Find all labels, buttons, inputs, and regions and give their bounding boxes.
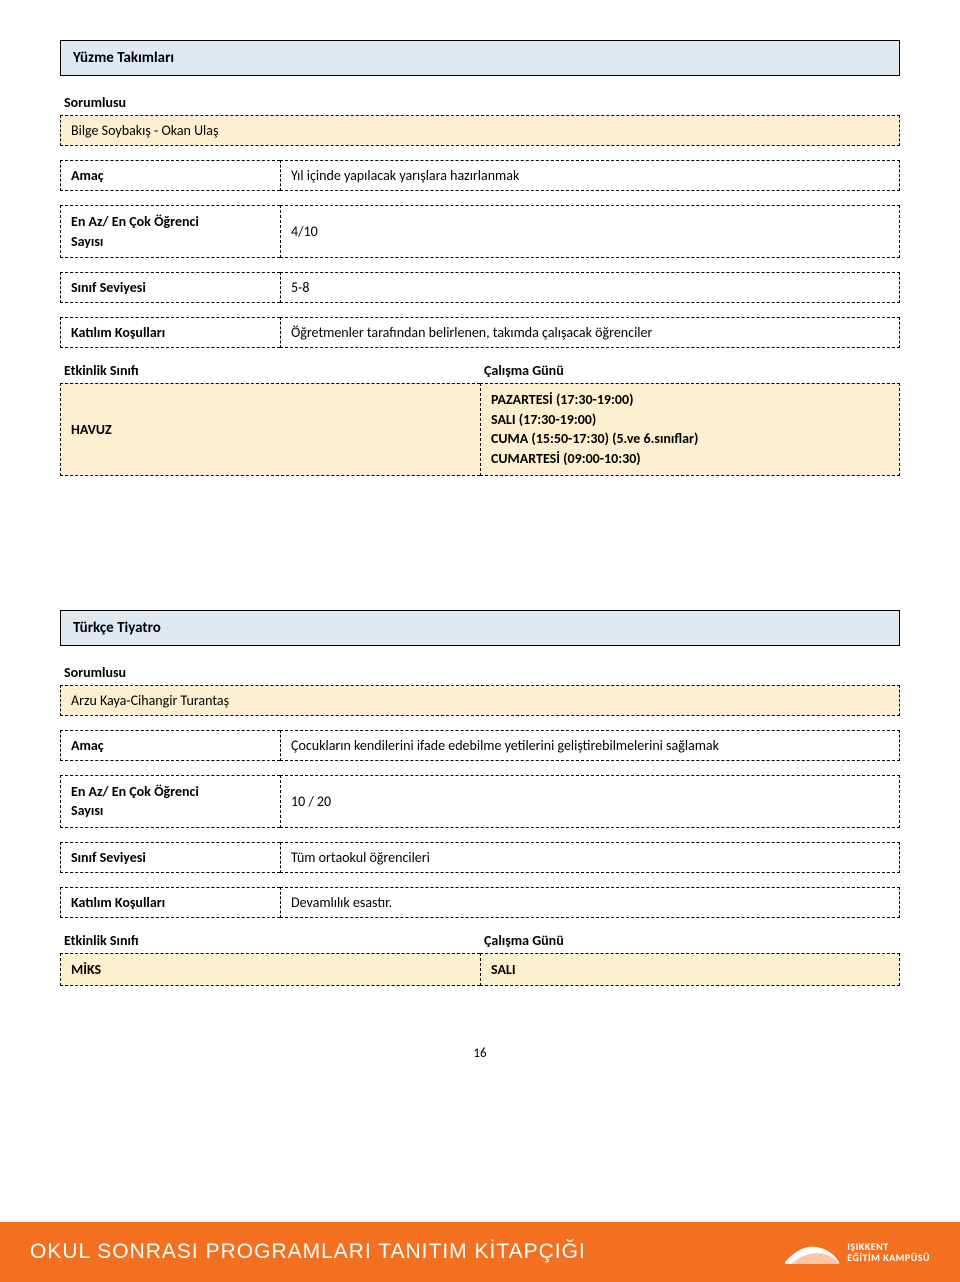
class-header-row: Etkinlik Sınıfı Çalışma Günü [60, 362, 900, 379]
page-content: Yüzme Takımları Sorumlusu Bilge Soybakış… [0, 0, 960, 1061]
count-label2-line1: En Az/ En Çok Öğrenci [71, 782, 270, 802]
section1-title: Yüzme Takımları [60, 40, 900, 76]
class-row-2: MİKS SALI [60, 953, 900, 987]
cond-label: Katılım Koşulları [60, 317, 280, 348]
logo-text: IŞIKKENT EĞİTİM KAMPÜSÜ [847, 1241, 930, 1264]
level-row: Sınıf Seviyesi 5-8 [60, 272, 900, 303]
level-value-2: Tüm ortaokul öğrencileri [280, 842, 900, 873]
logo-line2: EĞİTİM KAMPÜSÜ [847, 1252, 930, 1264]
cond-label-2: Katılım Koşulları [60, 887, 280, 918]
spacer [60, 490, 900, 610]
page-number: 16 [60, 1046, 900, 1061]
purpose-row: Amaç Yıl içinde yapılacak yarışlara hazı… [60, 160, 900, 191]
class-header-left: Etkinlik Sınıfı [60, 362, 480, 379]
class-header-row-2: Etkinlik Sınıfı Çalışma Günü [60, 932, 900, 949]
footer-bar: OKUL SONRASI PROGRAMLARI TANITIM KİTAPÇI… [0, 1222, 960, 1282]
class-row: HAVUZ PAZARTESİ (17:30-19:00) SALI (17:3… [60, 383, 900, 475]
level-row-2: Sınıf Seviyesi Tüm ortaokul öğrencileri [60, 842, 900, 873]
count-value-2: 10 / 20 [280, 775, 900, 828]
purpose-value: Yıl içinde yapılacak yarışlara hazırlanm… [280, 160, 900, 191]
logo-icon [783, 1234, 841, 1270]
purpose-label: Amaç [60, 160, 280, 191]
class-right-line3: CUMA (15:50-17:30) (5.ve 6.sınıflar) [491, 429, 889, 449]
class-right-line2: SALI (17:30-19:00) [491, 410, 889, 430]
section2-title: Türkçe Tiyatro [60, 610, 900, 646]
class-right-line1: PAZARTESİ (17:30-19:00) [491, 390, 889, 410]
footer-logo: IŞIKKENT EĞİTİM KAMPÜSÜ [783, 1234, 930, 1270]
count-value: 4/10 [280, 205, 900, 258]
cond-value-2: Devamlılık esastır. [280, 887, 900, 918]
responsible-value-2: Arzu Kaya-Cihangir Turantaş [60, 685, 900, 716]
count-label-line1: En Az/ En Çok Öğrenci [71, 212, 270, 232]
count-label-line2: Sayısı [71, 232, 270, 252]
class-header-left-2: Etkinlik Sınıfı [60, 932, 480, 949]
cond-value: Öğretmenler tarafından belirlenen, takım… [280, 317, 900, 348]
responsible-label-2: Sorumlusu [60, 664, 900, 681]
responsible-label: Sorumlusu [60, 94, 900, 111]
cond-row: Katılım Koşulları Öğretmenler tarafından… [60, 317, 900, 348]
level-label-2: Sınıf Seviyesi [60, 842, 280, 873]
cond-row-2: Katılım Koşulları Devamlılık esastır. [60, 887, 900, 918]
purpose-row-2: Amaç Çocukların kendilerini ifade edebil… [60, 730, 900, 761]
count-label: En Az/ En Çok Öğrenci Sayısı [60, 205, 280, 258]
responsible-value: Bilge Soybakış - Okan Ulaş [60, 115, 900, 146]
class-right: PAZARTESİ (17:30-19:00) SALI (17:30-19:0… [480, 383, 900, 475]
count-label-2: En Az/ En Çok Öğrenci Sayısı [60, 775, 280, 828]
level-label: Sınıf Seviyesi [60, 272, 280, 303]
class-header-right: Çalışma Günü [480, 362, 900, 379]
purpose-value-2: Çocukların kendilerini ifade edebilme ye… [280, 730, 900, 761]
class-left-2: MİKS [60, 953, 480, 987]
footer-text: OKUL SONRASI PROGRAMLARI TANITIM KİTAPÇI… [30, 1240, 586, 1264]
class-header-right-2: Çalışma Günü [480, 932, 900, 949]
class-left: HAVUZ [60, 383, 480, 475]
count-row-2: En Az/ En Çok Öğrenci Sayısı 10 / 20 [60, 775, 900, 828]
purpose-label-2: Amaç [60, 730, 280, 761]
level-value: 5-8 [280, 272, 900, 303]
class-right-2: SALI [480, 953, 900, 987]
count-label2-line2: Sayısı [71, 801, 270, 821]
count-row: En Az/ En Çok Öğrenci Sayısı 4/10 [60, 205, 900, 258]
class-right-line4: CUMARTESİ (09:00-10:30) [491, 449, 889, 469]
